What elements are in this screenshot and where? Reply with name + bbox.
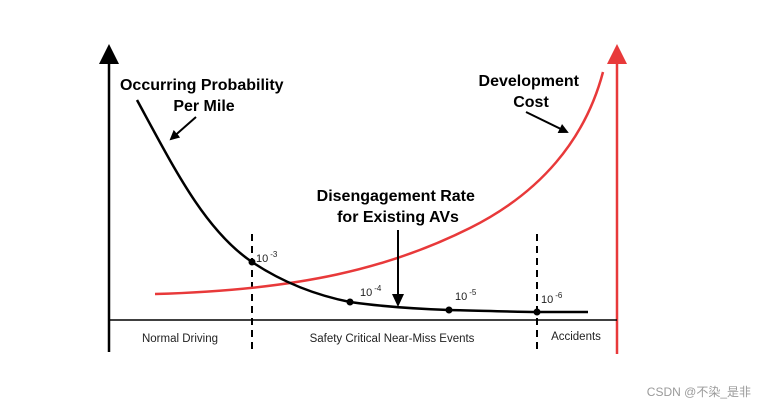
region-accidents: Accidents: [551, 331, 601, 343]
region-near-miss: Safety Critical Near-Miss Events: [310, 333, 475, 345]
point-1e-3: [248, 258, 256, 266]
point-1e-5: [445, 306, 453, 314]
point-label-1e-6: 10 -6: [541, 291, 563, 306]
point-label-1e-5: 10 -5: [455, 288, 477, 303]
point-1e-6: [533, 308, 541, 316]
watermark: CSDN @不染_是非: [647, 384, 751, 399]
cost-callout-arrow: [525, 111, 569, 133]
left-axis-arrowhead: [99, 44, 119, 64]
cost-label: Development Cost: [479, 73, 584, 111]
occurring-probability-curve: [135, 99, 588, 314]
disengagement-label: Disengagement Rate for Existing AVs: [317, 188, 480, 226]
probability-label: Occurring Probability Per Mile: [120, 77, 288, 115]
region-normal-driving: Normal Driving: [142, 333, 218, 345]
right-axis-arrowhead: [607, 44, 627, 64]
development-cost-curve: [154, 71, 605, 296]
disengagement-arrowhead: [392, 294, 404, 307]
probability-callout-arrow: [169, 116, 197, 141]
point-label-1e-3: 10 -3: [256, 250, 278, 265]
point-label-1e-4: 10 -4: [360, 284, 382, 299]
point-1e-4: [346, 298, 354, 306]
